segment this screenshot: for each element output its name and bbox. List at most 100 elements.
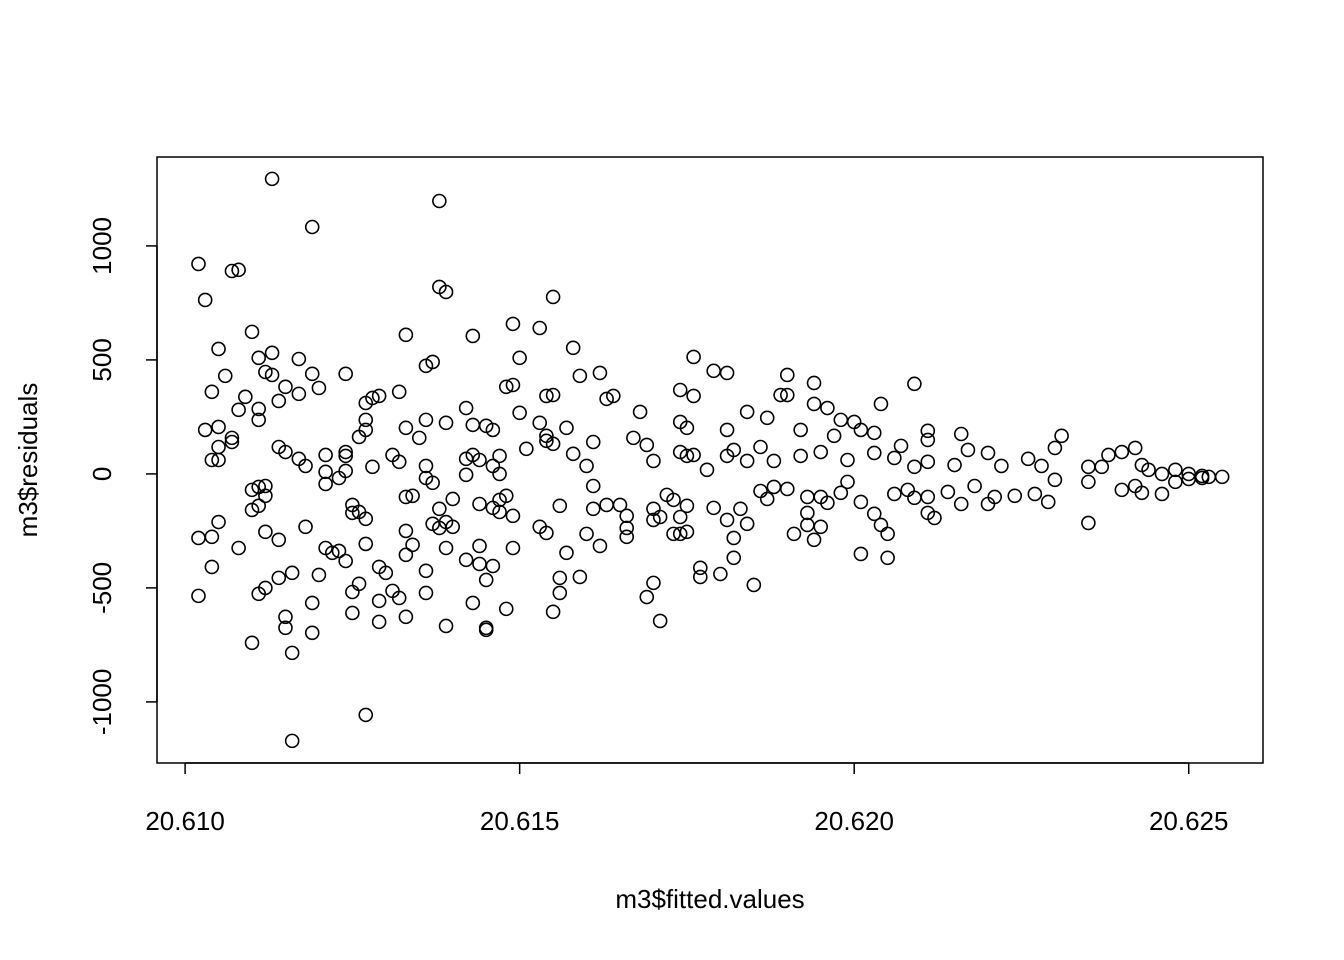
point xyxy=(672,509,688,525)
point xyxy=(940,484,956,500)
point xyxy=(907,376,922,392)
x-tick-label: 20.625 xyxy=(1149,806,1229,836)
point xyxy=(304,366,320,382)
point xyxy=(438,415,454,431)
point xyxy=(606,388,621,404)
point xyxy=(224,263,240,279)
point xyxy=(599,497,614,513)
point xyxy=(813,519,829,535)
point xyxy=(619,508,634,524)
point xyxy=(866,445,882,461)
point xyxy=(211,452,226,468)
point xyxy=(478,572,494,588)
point xyxy=(438,618,454,634)
point xyxy=(753,483,768,499)
point xyxy=(953,426,969,442)
point xyxy=(980,445,996,461)
point xyxy=(258,478,273,494)
point xyxy=(244,635,260,651)
point xyxy=(204,529,220,545)
point xyxy=(900,482,916,498)
point xyxy=(465,417,481,433)
point xyxy=(706,363,721,379)
point xyxy=(1007,488,1023,504)
point xyxy=(1047,472,1063,488)
point xyxy=(532,415,548,431)
point xyxy=(873,396,889,412)
point xyxy=(197,422,213,438)
point xyxy=(840,452,855,468)
point xyxy=(278,609,293,625)
point xyxy=(806,396,822,412)
point xyxy=(391,384,407,400)
point xyxy=(258,524,273,540)
point xyxy=(820,495,835,511)
point xyxy=(358,707,374,723)
point xyxy=(398,547,414,563)
point xyxy=(579,526,594,542)
point xyxy=(626,430,641,446)
point xyxy=(1154,466,1170,482)
point xyxy=(1027,486,1043,502)
point xyxy=(639,437,655,453)
point xyxy=(666,492,681,508)
y-tick-label: 500 xyxy=(87,338,117,381)
point xyxy=(679,448,695,464)
point xyxy=(1114,482,1130,498)
y-tick-label: 0 xyxy=(87,467,117,481)
point xyxy=(304,625,320,641)
point xyxy=(559,420,574,436)
point xyxy=(887,450,902,466)
point xyxy=(498,488,514,504)
point xyxy=(418,458,434,474)
point xyxy=(713,566,728,582)
point xyxy=(251,498,267,514)
point xyxy=(304,595,320,611)
point xyxy=(1127,478,1143,494)
point xyxy=(960,442,976,458)
point xyxy=(258,364,273,380)
point xyxy=(204,452,220,468)
point xyxy=(1114,444,1130,460)
point xyxy=(920,423,936,439)
point xyxy=(572,368,588,384)
point xyxy=(291,386,307,402)
point xyxy=(532,320,548,336)
point xyxy=(492,448,507,464)
point xyxy=(746,577,762,593)
x-tick-label: 20.620 xyxy=(814,806,894,836)
point xyxy=(545,604,561,620)
point xyxy=(498,601,514,617)
point xyxy=(833,485,849,501)
point xyxy=(264,367,280,383)
point xyxy=(672,526,688,542)
point xyxy=(211,341,226,357)
point xyxy=(485,422,501,438)
point xyxy=(853,546,869,562)
point xyxy=(565,446,581,462)
point xyxy=(987,489,1002,505)
point xyxy=(773,387,788,403)
point xyxy=(967,478,982,494)
point xyxy=(251,350,267,366)
point xyxy=(204,384,220,400)
point xyxy=(231,540,246,556)
point xyxy=(679,498,695,514)
point xyxy=(759,410,775,426)
point xyxy=(726,550,742,566)
y-axis-title: m3$residuals xyxy=(13,383,43,538)
point xyxy=(1194,470,1210,486)
point xyxy=(833,412,849,428)
point xyxy=(646,512,661,528)
point xyxy=(251,412,267,428)
point xyxy=(1168,474,1183,490)
point xyxy=(398,420,414,436)
point xyxy=(391,454,407,470)
x-tick-label: 20.615 xyxy=(480,806,560,836)
point xyxy=(759,491,775,507)
point xyxy=(1034,458,1049,474)
point xyxy=(1081,459,1096,475)
point xyxy=(231,262,246,278)
point xyxy=(632,404,648,420)
point xyxy=(846,414,862,430)
